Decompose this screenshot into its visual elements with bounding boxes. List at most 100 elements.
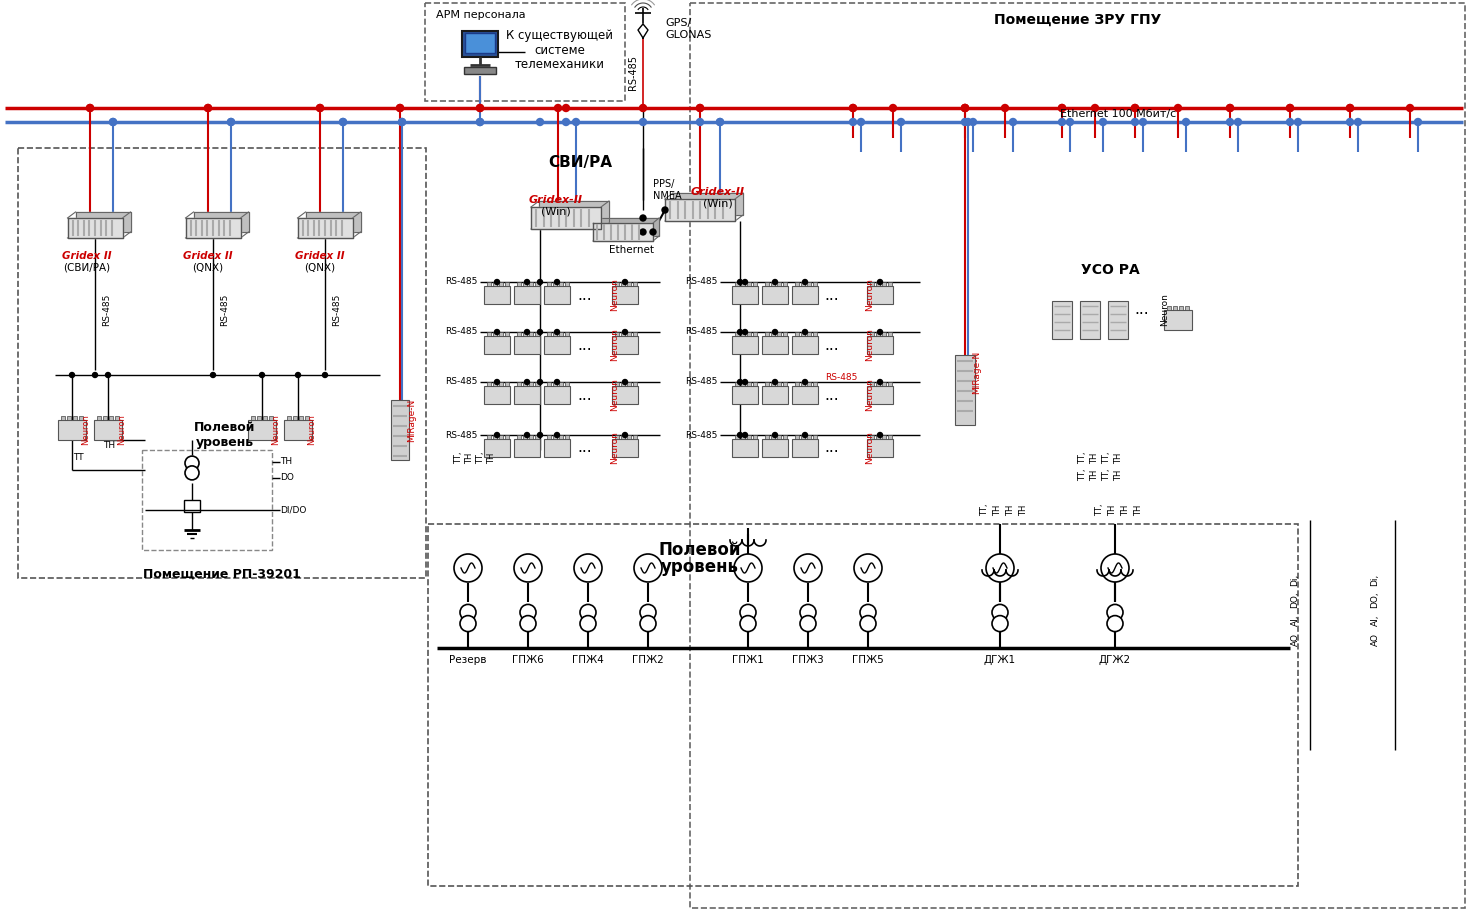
Bar xyxy=(426,3,625,101)
Circle shape xyxy=(878,432,882,438)
Circle shape xyxy=(524,432,530,438)
Bar xyxy=(813,332,818,336)
Bar xyxy=(545,439,570,457)
Bar xyxy=(559,435,564,439)
Circle shape xyxy=(317,104,323,112)
Bar xyxy=(621,435,625,439)
Text: ГПЖ5: ГПЖ5 xyxy=(851,655,884,665)
Bar xyxy=(545,286,570,304)
Circle shape xyxy=(737,432,743,438)
Text: TT,: TT, xyxy=(981,504,989,517)
Text: Резерв: Резерв xyxy=(449,655,487,665)
Bar xyxy=(747,282,752,286)
Bar xyxy=(534,435,539,439)
Polygon shape xyxy=(672,193,743,215)
Bar xyxy=(612,439,639,457)
Circle shape xyxy=(716,118,724,125)
Circle shape xyxy=(640,118,646,125)
Circle shape xyxy=(210,373,216,377)
Text: TT,: TT, xyxy=(477,452,486,464)
Circle shape xyxy=(555,330,559,334)
Circle shape xyxy=(1295,118,1302,125)
Bar xyxy=(793,386,818,404)
Circle shape xyxy=(1226,104,1233,112)
Circle shape xyxy=(740,616,756,632)
Bar xyxy=(553,435,556,439)
Bar xyxy=(771,282,775,286)
Circle shape xyxy=(803,379,807,385)
Bar xyxy=(548,282,550,286)
Text: ГПЖ2: ГПЖ2 xyxy=(633,655,664,665)
Polygon shape xyxy=(194,212,248,232)
Circle shape xyxy=(622,279,627,285)
Bar xyxy=(868,386,893,404)
Circle shape xyxy=(537,432,543,438)
Circle shape xyxy=(1058,104,1066,112)
Text: Neuron: Neuron xyxy=(1161,293,1170,326)
Bar xyxy=(305,416,308,420)
Circle shape xyxy=(1058,104,1066,112)
Bar xyxy=(288,416,291,420)
Circle shape xyxy=(640,105,646,111)
Bar xyxy=(793,286,818,304)
Circle shape xyxy=(878,379,882,385)
Bar xyxy=(633,332,637,336)
Circle shape xyxy=(555,104,561,112)
Bar xyxy=(505,332,509,336)
Text: TT,: TT, xyxy=(455,452,464,464)
Circle shape xyxy=(260,373,264,377)
Bar xyxy=(103,416,107,420)
Bar xyxy=(523,435,527,439)
Text: RS-485: RS-485 xyxy=(332,294,342,326)
Bar xyxy=(523,332,527,336)
Text: ...: ... xyxy=(825,441,840,455)
Polygon shape xyxy=(639,24,647,38)
Bar xyxy=(615,282,619,286)
Bar xyxy=(499,282,504,286)
Bar xyxy=(771,382,775,386)
Bar xyxy=(802,282,804,286)
Circle shape xyxy=(696,104,703,112)
Circle shape xyxy=(477,118,483,125)
Circle shape xyxy=(524,330,530,334)
Circle shape xyxy=(1107,616,1123,632)
Polygon shape xyxy=(593,223,653,241)
Bar xyxy=(1173,306,1177,310)
Circle shape xyxy=(743,432,747,438)
Bar xyxy=(94,420,122,440)
Text: Gridex II: Gridex II xyxy=(62,251,112,261)
Bar xyxy=(765,382,769,386)
Bar xyxy=(871,282,873,286)
Text: TT,: TT, xyxy=(1079,452,1088,464)
Bar xyxy=(484,386,509,404)
Circle shape xyxy=(562,104,570,112)
Circle shape xyxy=(1226,104,1233,112)
Circle shape xyxy=(228,118,235,125)
Text: Neuron: Neuron xyxy=(866,278,875,311)
Circle shape xyxy=(696,104,703,112)
Circle shape xyxy=(339,118,346,125)
Circle shape xyxy=(696,118,703,125)
Bar xyxy=(741,282,744,286)
Bar xyxy=(534,332,539,336)
Circle shape xyxy=(1286,104,1293,112)
Bar xyxy=(621,382,625,386)
Text: TH: TH xyxy=(1091,453,1100,463)
Bar xyxy=(565,332,570,336)
Circle shape xyxy=(204,104,211,112)
Circle shape xyxy=(640,104,646,112)
Bar xyxy=(534,282,539,286)
Polygon shape xyxy=(539,201,609,223)
Circle shape xyxy=(1132,104,1139,112)
Bar xyxy=(777,282,781,286)
Bar xyxy=(627,435,631,439)
Polygon shape xyxy=(75,212,131,232)
Bar xyxy=(882,332,887,336)
Bar xyxy=(484,286,509,304)
Text: RS-485: RS-485 xyxy=(686,328,718,336)
Circle shape xyxy=(295,373,301,377)
Bar xyxy=(796,435,799,439)
Text: RS-485: RS-485 xyxy=(103,294,112,326)
Circle shape xyxy=(803,279,807,285)
Polygon shape xyxy=(298,218,352,238)
